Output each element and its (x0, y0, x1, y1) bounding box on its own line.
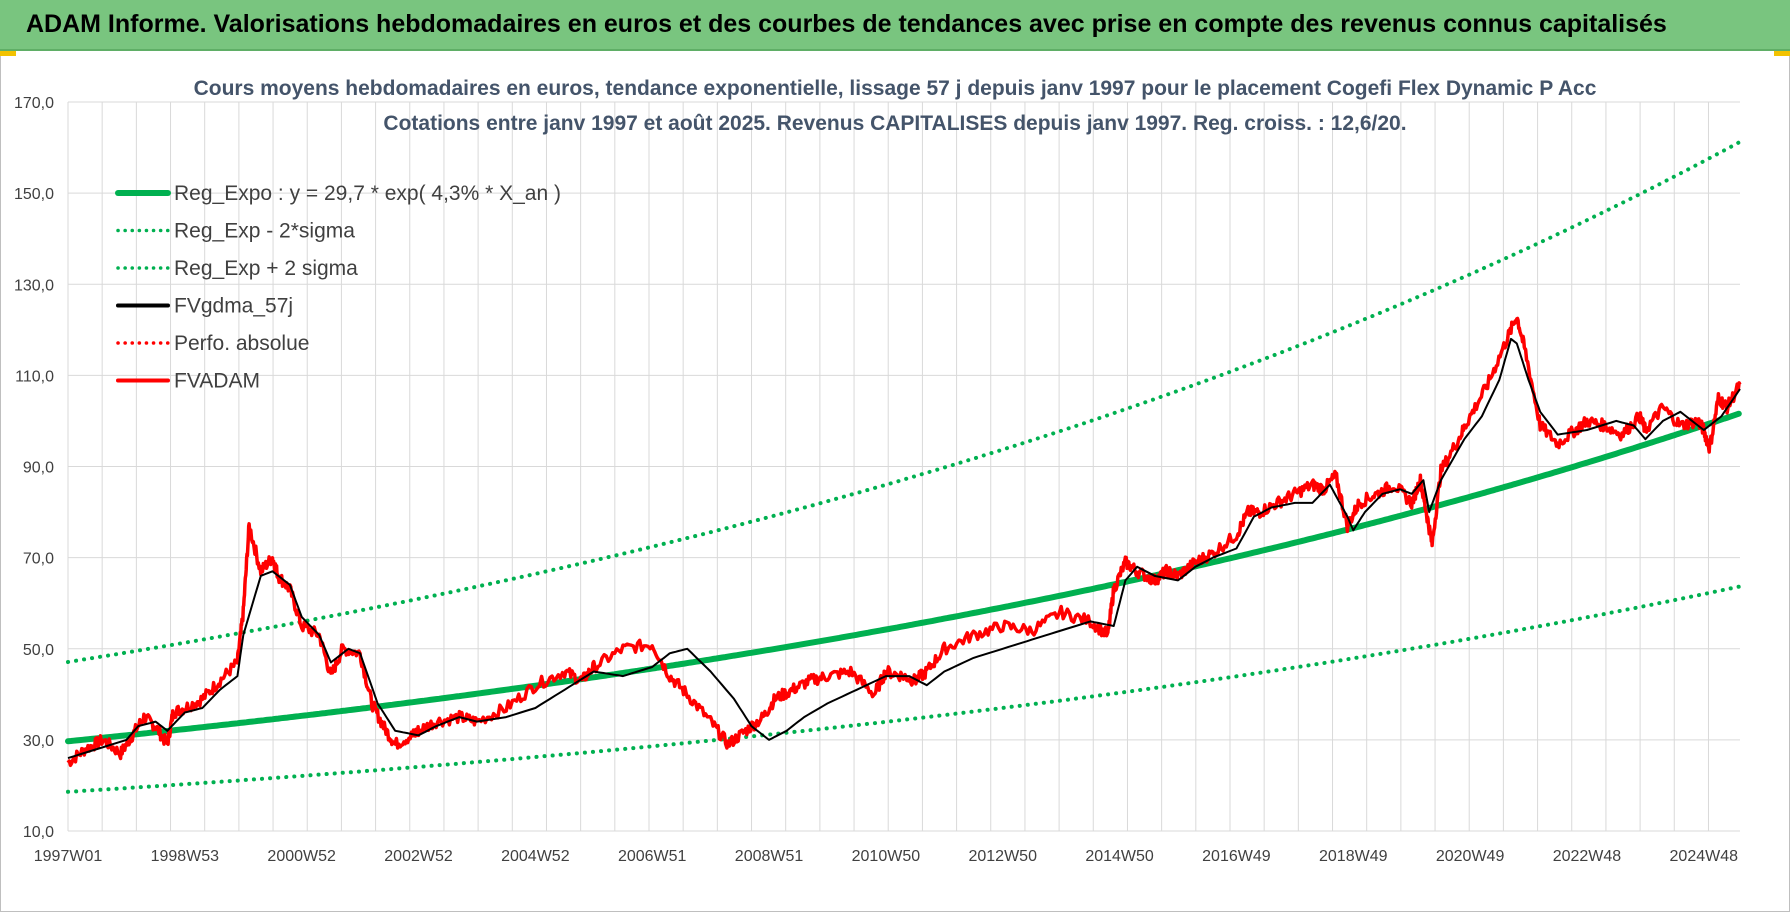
y-tick-label: 70,0 (23, 551, 54, 568)
y-tick-label: 10,0 (23, 824, 54, 841)
x-tick-label: 2016W49 (1202, 848, 1271, 865)
legend-reg-exp-minus-2sigma-label: Reg_Exp - 2*sigma (174, 220, 355, 243)
reg-exp-minus-2sigma-line (66, 584, 1741, 794)
x-tick-label: 1997W01 (34, 848, 103, 865)
legend-fvgdma-57j-label: FVgdma_57j (174, 295, 293, 318)
legend-reg-exp-plus-2sigma-label: Reg_Exp + 2 sigma (174, 257, 358, 280)
fvgdma-57j-line (67, 337, 1741, 760)
x-tick-label: 2018W49 (1319, 848, 1388, 865)
y-tick-label: 170,0 (14, 95, 54, 112)
x-tick-label: 2006W51 (618, 848, 687, 865)
chart-grid (67, 101, 1740, 832)
y-tick-label: 130,0 (14, 277, 54, 294)
corner-accent-top-left (0, 51, 16, 56)
legend-fvadam-label: FVADAM (174, 370, 260, 393)
y-tick-label: 90,0 (23, 460, 54, 477)
chart-series (65, 140, 1742, 794)
reg-expo-line (65, 410, 1742, 745)
x-tick-label: 1998W53 (151, 848, 220, 865)
x-tick-label: 2000W52 (267, 848, 336, 865)
x-tick-label: 2002W52 (384, 848, 453, 865)
chart-axes: 10,0 30,0 50,0 70,0 90,0 110,0 130,0 150,0 170,0… (14, 95, 1738, 865)
report-title: ADAM Informe. Valorisations hebdomadaire… (26, 10, 1667, 38)
x-tick-label: 2010W50 (852, 848, 921, 865)
chart-subtitle: Cotations entre janv 1997 et août 2025. … (383, 112, 1407, 135)
y-tick-label: 150,0 (14, 186, 54, 203)
x-tick-label: 2008W51 (735, 848, 804, 865)
header-banner: ADAM Informe. Valorisations hebdomadaire… (0, 0, 1790, 51)
y-tick-label: 110,0 (15, 368, 54, 385)
x-tick-label: 2014W50 (1085, 848, 1154, 865)
y-tick-label: 50,0 (23, 642, 54, 659)
corner-accent-top-right (1774, 51, 1790, 56)
x-tick-label: 2020W49 (1436, 848, 1505, 865)
reg-exp-plus-2sigma-line (66, 140, 1741, 664)
legend-perfo-absolue-label: Perfo. absolue (174, 332, 309, 355)
x-tick-label: 2012W50 (968, 848, 1037, 865)
chart-title: Cours moyens hebdomadaires en euros, ten… (193, 77, 1597, 100)
x-tick-label: 2022W48 (1553, 848, 1622, 865)
legend-reg-expo-label: Reg_Expo : y = 29,7 * exp( 4,3% * X_an ) (174, 182, 561, 205)
y-tick-label: 30,0 (23, 733, 54, 750)
x-tick-label: 2004W52 (501, 848, 570, 865)
chart-legend: Reg_Expo : y = 29,7 * exp( 4,3% * X_an )… (115, 182, 561, 393)
fvadam-line (66, 316, 1742, 768)
x-tick-label: 2024W48 (1670, 848, 1739, 865)
